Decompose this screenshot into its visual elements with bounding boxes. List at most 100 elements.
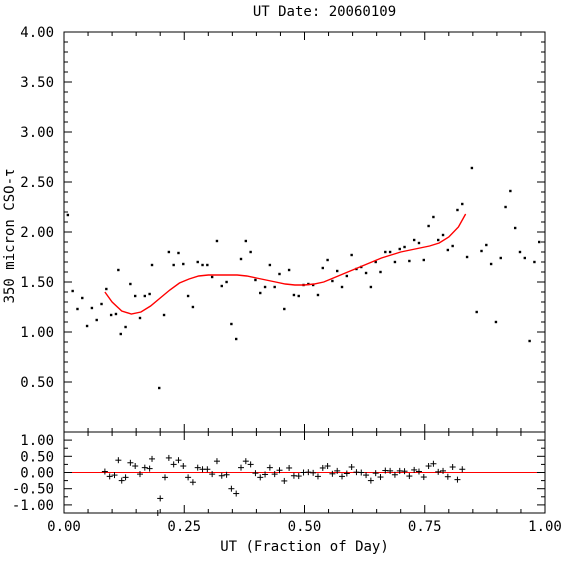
data-point	[191, 305, 195, 309]
data-point	[489, 262, 493, 266]
residual-point	[170, 461, 177, 468]
residual-y-tick-label: -1.00	[12, 498, 54, 514]
data-point	[206, 263, 209, 267]
x-axis-label: UT (Fraction of Day)	[220, 539, 389, 555]
residual-point	[252, 470, 259, 477]
data-point	[172, 263, 175, 267]
data-point	[239, 257, 243, 261]
data-point	[105, 287, 108, 291]
data-point	[403, 245, 406, 249]
data-point	[109, 313, 113, 317]
residual-point	[358, 469, 365, 476]
y-axis-label: 350 micron CSO-τ	[2, 169, 18, 304]
data-point	[259, 291, 262, 295]
data-point	[326, 258, 329, 262]
residual-point	[209, 471, 216, 478]
data-point	[331, 279, 334, 283]
residual-point	[106, 473, 113, 480]
data-point	[273, 285, 276, 289]
data-point	[379, 270, 382, 274]
residual-point	[305, 469, 312, 476]
data-point	[182, 262, 185, 266]
residual-point	[136, 471, 143, 478]
data-point	[230, 322, 233, 326]
residual-y-tick-label: 0.00	[20, 466, 54, 482]
residual-point	[271, 471, 278, 478]
residual-point	[324, 463, 331, 470]
data-point	[513, 226, 517, 230]
data-point	[268, 263, 272, 267]
data-point	[432, 215, 435, 219]
data-point	[148, 292, 151, 296]
data-point	[422, 258, 425, 262]
x-tick-label: 0.75	[408, 519, 442, 535]
data-point	[150, 263, 154, 267]
residual-point	[185, 474, 192, 481]
residual-y-tick-label: -0.50	[12, 482, 54, 498]
residual-point	[242, 458, 249, 465]
residual-point	[411, 466, 418, 473]
data-point	[124, 325, 127, 329]
residual-point	[189, 479, 196, 486]
data-point	[374, 260, 377, 264]
residual-point	[233, 490, 240, 497]
data-point	[470, 166, 474, 170]
data-point	[138, 316, 142, 320]
data-point	[350, 253, 353, 257]
top-plot-frame	[63, 31, 546, 433]
x-tick-label: 0.50	[288, 519, 322, 535]
data-point	[244, 239, 248, 243]
residual-point	[286, 464, 293, 471]
residual-point	[420, 474, 427, 481]
y-tick-label: 2.00	[20, 225, 54, 241]
data-point	[441, 233, 445, 237]
data-point	[384, 250, 387, 254]
data-point	[311, 283, 315, 287]
top-panel: UT Date: 20060109 0.50 1.00 1.50 2.00 2.50 3.0…	[2, 4, 546, 433]
data-point	[119, 332, 122, 336]
data-point	[369, 285, 373, 289]
data-point	[283, 307, 286, 311]
y-tick-label: 4.00	[20, 25, 54, 41]
residual-point	[343, 470, 350, 477]
residual-point	[348, 463, 355, 470]
data-point	[388, 250, 392, 254]
residual-point	[449, 463, 456, 470]
residual-point	[329, 470, 336, 477]
data-point	[117, 268, 120, 272]
residual-point	[454, 476, 461, 483]
data-point	[480, 249, 483, 253]
data-point	[85, 324, 89, 328]
residual-point	[334, 467, 341, 474]
residual-point	[141, 464, 148, 471]
data-point	[538, 240, 541, 244]
residual-point	[165, 454, 172, 461]
data-point	[143, 294, 147, 298]
data-point	[196, 260, 199, 264]
data-point	[446, 248, 450, 252]
residual-point	[218, 472, 225, 479]
residual-y-tick-label: 1.00	[20, 433, 54, 449]
data-point	[364, 271, 368, 275]
residual-point	[310, 469, 317, 476]
residual-point	[175, 457, 182, 464]
data-point	[201, 263, 204, 267]
x-tick-label: 0.25	[167, 519, 201, 535]
data-point	[215, 239, 219, 243]
data-point	[278, 272, 281, 276]
residual-point	[154, 510, 161, 516]
y-tick-label: 0.50	[20, 375, 54, 391]
data-point	[66, 213, 70, 217]
residual-point	[415, 468, 422, 475]
data-point	[437, 238, 440, 242]
y-tick-label: 2.50	[20, 175, 54, 191]
data-point	[225, 280, 228, 284]
data-point	[297, 294, 300, 298]
data-point	[210, 275, 214, 279]
residual-point	[101, 468, 108, 475]
data-point	[451, 244, 454, 248]
residual-point	[213, 458, 220, 465]
residual-point	[425, 463, 432, 470]
data-point	[76, 307, 79, 311]
data-point	[71, 289, 74, 293]
